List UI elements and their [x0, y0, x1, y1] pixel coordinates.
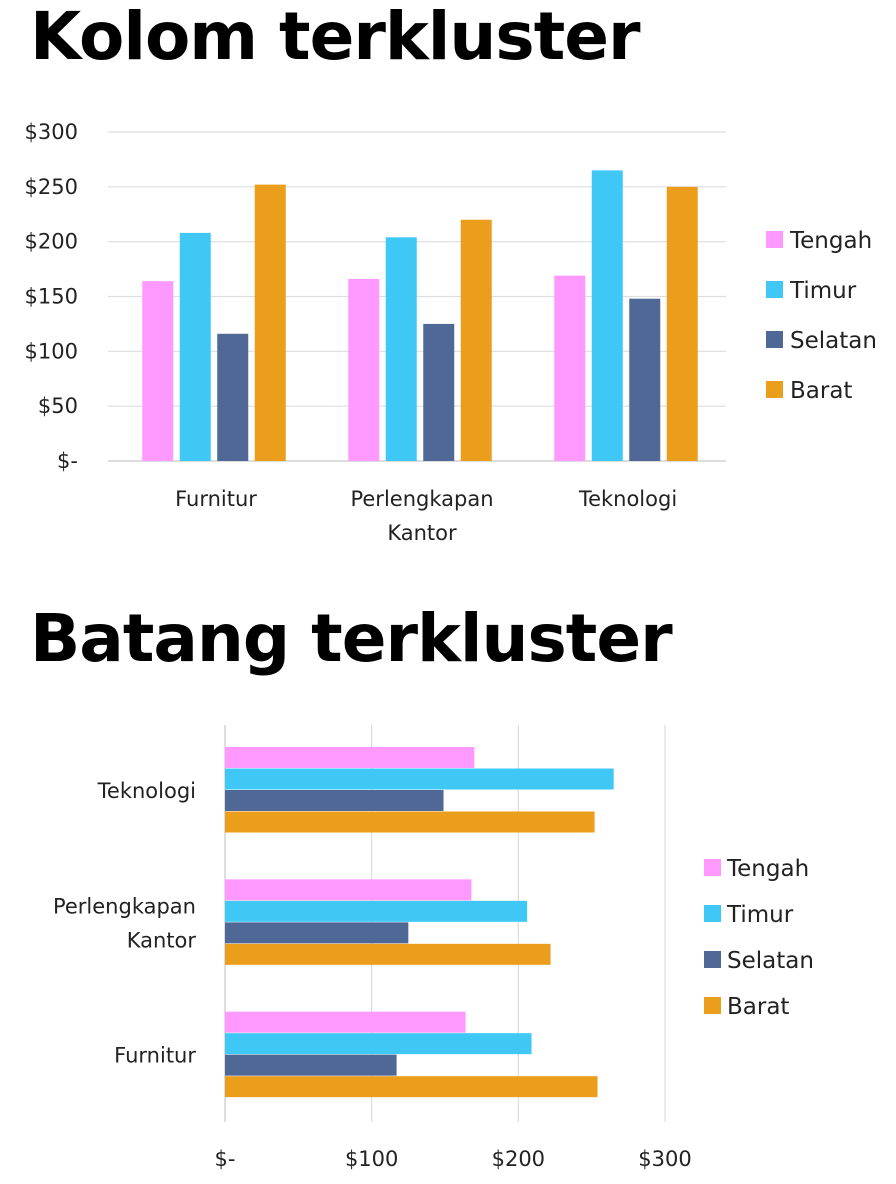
y-tick-label: $200	[25, 230, 78, 254]
legend-label: Timur	[726, 902, 794, 928]
column-bar-selatan	[217, 333, 249, 461]
legend-swatch	[766, 281, 783, 298]
horizontal-bar-barat	[225, 811, 595, 833]
legend-swatch	[766, 231, 783, 248]
horizontal-bar-timur	[225, 900, 528, 922]
column-bar-timur	[591, 170, 623, 461]
y-tick-label: $100	[25, 339, 78, 363]
y-tick-label: $50	[38, 394, 78, 418]
x-tick-label: $-	[215, 1147, 236, 1171]
y-category-label: Kantor	[127, 928, 197, 952]
horizontal-bar-barat	[225, 943, 551, 965]
legend-swatch	[704, 905, 721, 922]
column-bar-barat	[254, 184, 286, 461]
column-bar-timur	[385, 237, 417, 461]
x-tick-label: $100	[345, 1147, 398, 1171]
column-bar-selatan	[629, 298, 661, 461]
legend-label: Barat	[790, 378, 852, 404]
y-tick-label: $250	[25, 175, 78, 199]
legend-label: Selatan	[727, 948, 814, 974]
horizontal-bar-tengah	[225, 747, 475, 768]
column-bar-tengah	[142, 281, 174, 461]
legend-label: Selatan	[790, 328, 877, 354]
legend-label: Timur	[789, 278, 857, 304]
y-category-label: Perlengkapan	[53, 894, 196, 918]
y-tick-label: $-	[57, 449, 78, 473]
y-tick-label: $300	[25, 120, 78, 144]
column-bar-tengah	[554, 275, 586, 461]
horizontal-bar-tengah	[225, 1011, 466, 1033]
clustered-column-chart: $- $50 $100 $150 $200 $250 $300 Furnitur Perleng…	[25, 120, 877, 545]
x-category-label: Kantor	[387, 521, 457, 545]
horizontal-bar-tengah	[225, 879, 472, 901]
column-bar-timur	[179, 232, 211, 461]
column-bar-tengah	[348, 278, 380, 461]
x-tick-label: $200	[492, 1147, 545, 1171]
column-bar-barat	[460, 219, 492, 461]
legend-label: Tengah	[726, 856, 809, 882]
legend-swatch	[766, 381, 783, 398]
column-chart-title: Kolom terkluster	[30, 0, 641, 75]
x-category-label: Furnitur	[175, 487, 257, 511]
legend-swatch	[766, 331, 783, 348]
legend-swatch	[704, 951, 721, 968]
legend-label: Barat	[727, 994, 789, 1020]
x-tick-label: $300	[638, 1147, 691, 1171]
horizontal-bar-timur	[225, 768, 614, 790]
horizontal-bar-selatan	[225, 1054, 397, 1076]
x-category-label: Perlengkapan	[350, 487, 493, 511]
y-category-label: Furnitur	[114, 1044, 196, 1068]
x-category-label: Teknologi	[578, 487, 677, 511]
y-category-label: Teknologi	[97, 779, 196, 803]
bar-chart-title: Batang terkluster	[30, 600, 673, 677]
y-tick-label: $150	[25, 285, 78, 309]
legend-swatch	[704, 859, 721, 876]
legend-swatch	[704, 997, 721, 1014]
column-bar-barat	[666, 186, 698, 462]
horizontal-bar-barat	[225, 1076, 598, 1098]
legend-label: Tengah	[789, 228, 872, 254]
column-bar-selatan	[423, 323, 455, 461]
horizontal-bar-selatan	[225, 922, 409, 944]
horizontal-bar-timur	[225, 1033, 532, 1055]
horizontal-bar-selatan	[225, 790, 444, 811]
